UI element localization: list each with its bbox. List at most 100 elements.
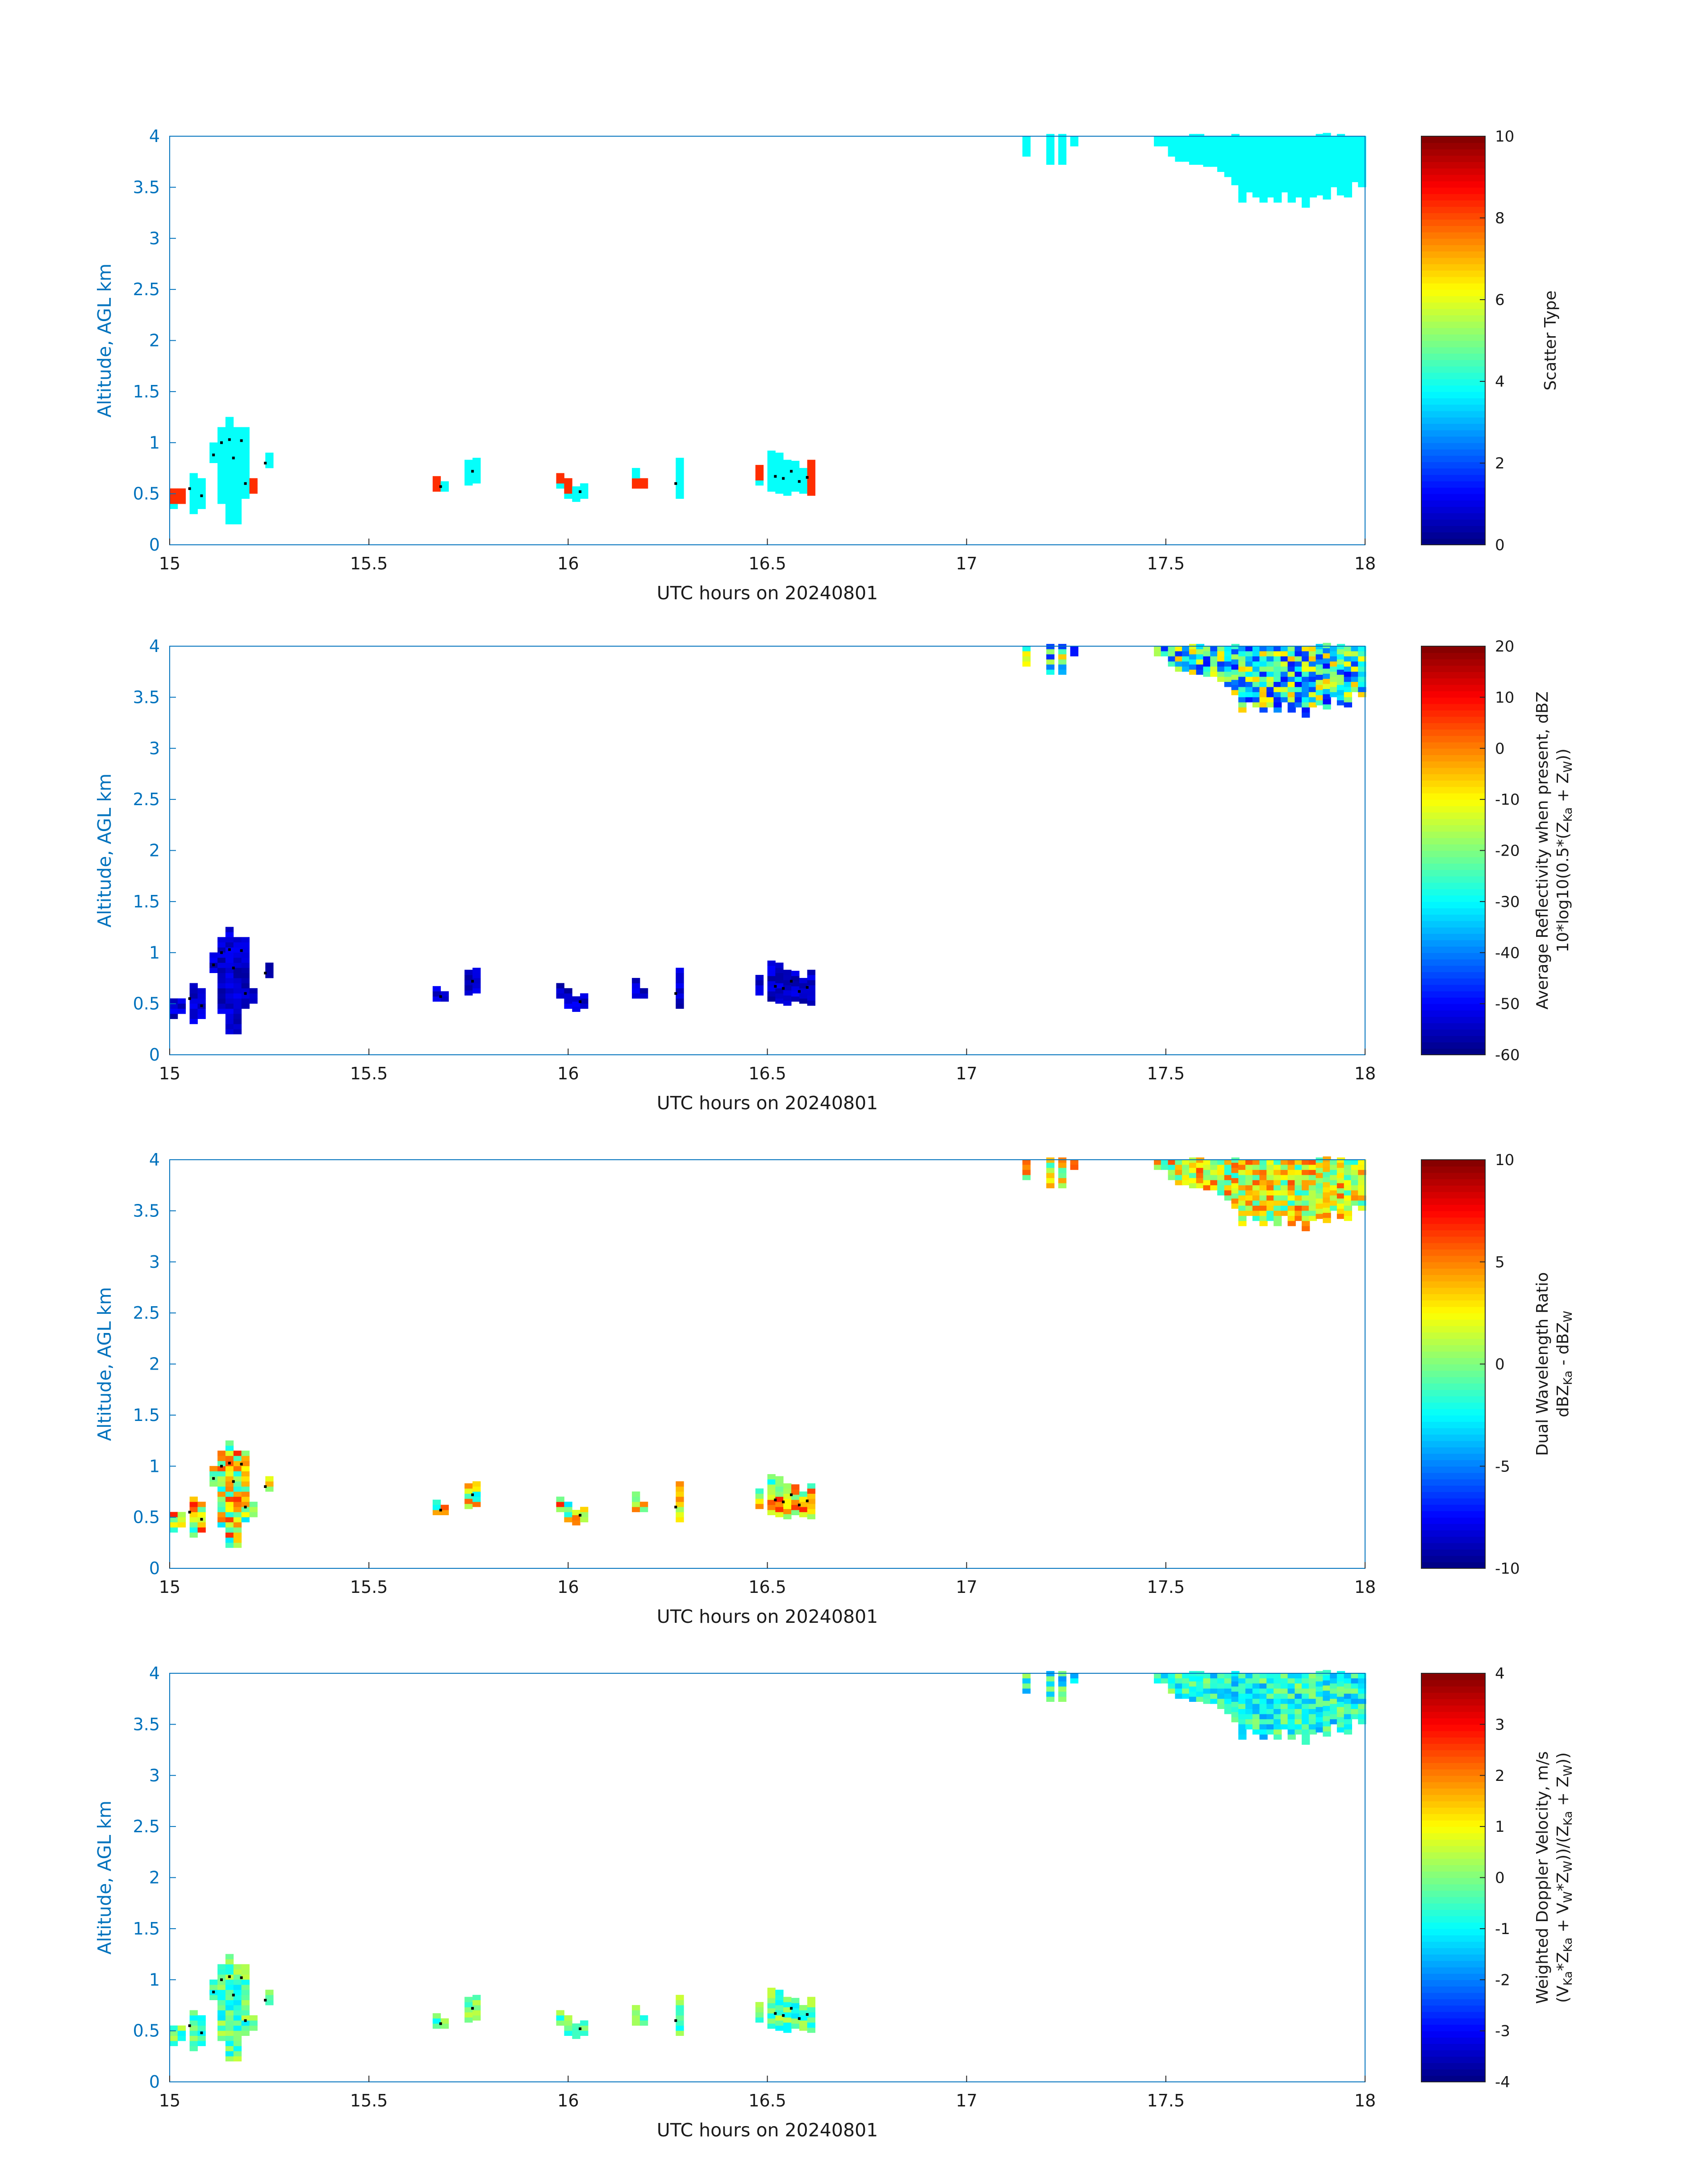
data-cell <box>1259 687 1268 692</box>
data-cell <box>1280 671 1289 677</box>
colorbar-swatch <box>1421 2069 1485 2076</box>
data-cell <box>189 2041 198 2046</box>
data-cell <box>189 504 198 509</box>
colorbar-swatch <box>1421 678 1485 685</box>
data-cell <box>1330 692 1338 698</box>
colorbar-label-part: *Z <box>1554 1872 1572 1892</box>
data-cell <box>1336 180 1345 185</box>
data-cell <box>1280 1683 1289 1689</box>
data-cell <box>197 2025 206 2031</box>
data-cell <box>767 486 776 492</box>
data-cell <box>1295 1174 1303 1180</box>
data-cell <box>1295 1709 1303 1714</box>
data-cell <box>1238 1205 1247 1211</box>
data-cell <box>241 952 250 958</box>
data-cell <box>233 1491 242 1497</box>
data-cell <box>1238 1698 1247 1704</box>
data-cell <box>209 1466 218 1471</box>
data-cell <box>1280 1698 1289 1704</box>
data-cell <box>556 993 564 999</box>
data-cell <box>1330 1200 1338 1206</box>
colorbar-swatch <box>1421 1680 1485 1687</box>
data-cell <box>1238 1709 1247 1714</box>
colorbar-swatch <box>1421 1750 1485 1757</box>
data-cell <box>1189 659 1198 665</box>
data-cell <box>1323 158 1331 164</box>
data-cell <box>1231 1193 1240 1199</box>
data-cell <box>1295 146 1303 152</box>
data-cell <box>1351 177 1359 182</box>
colorbar-swatch <box>1421 837 1485 844</box>
y-tick-label: 0 <box>149 2072 160 2092</box>
data-cell <box>1287 1698 1296 1704</box>
data-cell <box>676 1491 684 1497</box>
data-cell <box>1224 666 1232 672</box>
data-dot <box>264 972 267 974</box>
data-cell <box>1217 156 1226 162</box>
data-cell <box>1175 646 1183 652</box>
colorbar-tick-label: 2 <box>1495 1767 1505 1785</box>
data-cell <box>1358 1693 1366 1699</box>
colorbar-swatch <box>1421 1711 1485 1718</box>
data-cell <box>225 2020 234 2026</box>
data-cell <box>1231 180 1240 185</box>
data-cell <box>1295 171 1303 177</box>
data-cell <box>1203 656 1211 662</box>
data-cell <box>1245 681 1254 687</box>
data-cell <box>233 983 242 989</box>
data-cell <box>1022 1688 1031 1694</box>
data-cell <box>464 990 473 996</box>
data-cell <box>1302 1200 1310 1206</box>
data-cell <box>1217 1688 1226 1694</box>
data-cell <box>189 2031 198 2036</box>
data-cell <box>432 2018 441 2024</box>
data-dot <box>212 963 215 966</box>
data-cell <box>791 486 800 492</box>
data-cell <box>807 1000 815 1006</box>
colorbar-swatch <box>1421 1306 1485 1313</box>
data-cell <box>233 493 242 499</box>
colorbar-swatch <box>1421 1048 1485 1055</box>
data-cell <box>217 463 226 468</box>
data-cell <box>1351 146 1359 152</box>
data-cell <box>1336 190 1345 196</box>
data-dot <box>228 438 231 441</box>
data-cell <box>225 1527 234 1533</box>
colorbar-tick-label: 8 <box>1495 209 1505 227</box>
data-cell <box>1058 1173 1067 1178</box>
data-cell <box>775 478 784 484</box>
colorbar-swatch <box>1421 1338 1485 1345</box>
data-cell <box>775 962 784 968</box>
colorbar-label-subscript: W <box>1562 1311 1575 1322</box>
data-cell <box>1344 1185 1352 1191</box>
data-cell <box>1224 651 1232 656</box>
data-cell <box>807 2007 815 2013</box>
data-cell <box>209 442 218 448</box>
colorbar-swatch <box>1421 1313 1485 1320</box>
data-cell <box>1217 1673 1226 1679</box>
data-cell <box>209 1471 218 1477</box>
colorbar-swatch <box>1421 1249 1485 1256</box>
data-cell <box>1154 646 1162 652</box>
data-cell <box>556 1496 564 1502</box>
data-cell <box>189 488 198 494</box>
data-cell <box>233 2031 242 2036</box>
data-cell <box>755 2012 764 2018</box>
data-cell <box>217 1995 226 2000</box>
data-cell <box>1344 1693 1352 1699</box>
data-cell <box>472 968 481 973</box>
data-cell <box>1280 1719 1289 1725</box>
colorbar-swatch <box>1421 481 1485 488</box>
data-cell <box>1238 1195 1247 1201</box>
data-cell <box>1274 141 1282 146</box>
data-cell <box>755 1488 764 1494</box>
data-cell <box>1344 1216 1352 1221</box>
data-cell <box>1351 156 1359 162</box>
data-dot <box>264 1485 267 1488</box>
data-cell <box>1203 1673 1211 1679</box>
data-cell <box>1302 146 1310 152</box>
data-cell <box>640 1501 648 1507</box>
data-cell <box>564 2015 572 2021</box>
data-cell <box>241 957 250 963</box>
data-cell <box>1231 1203 1240 1209</box>
